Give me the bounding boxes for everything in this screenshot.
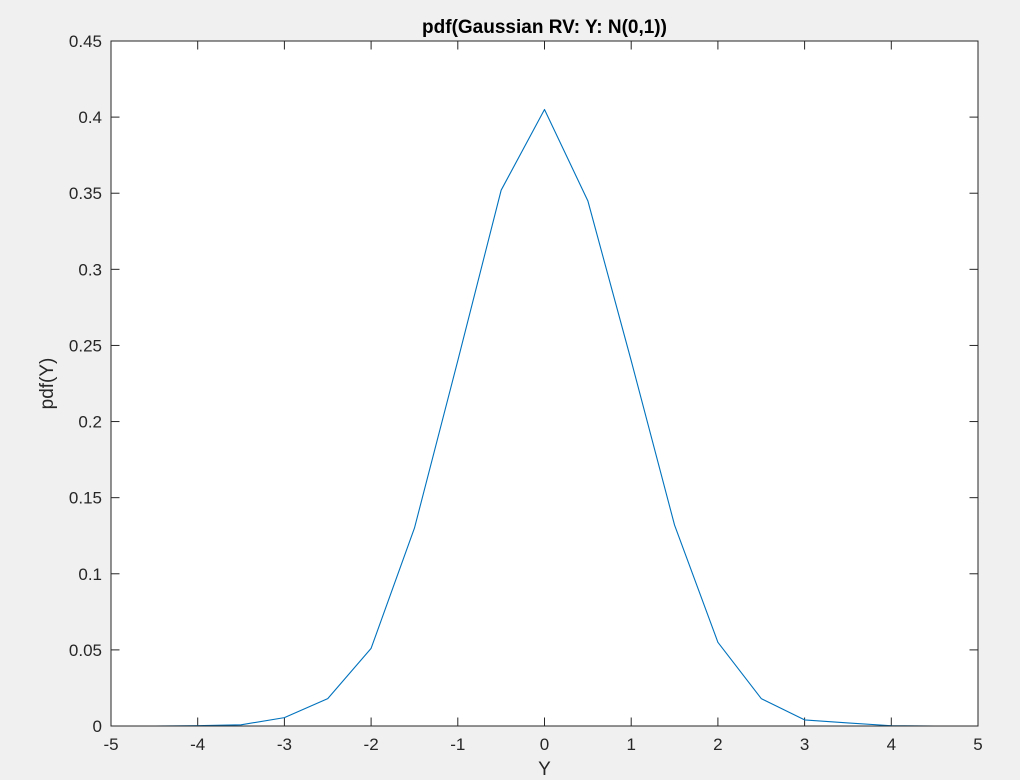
y-tick-label: 0.35 (69, 184, 102, 203)
y-tick-label: 0.15 (69, 489, 102, 508)
x-tick-label: 5 (973, 735, 982, 754)
chart-title: pdf(Gaussian RV: Y: N(0,1)) (422, 17, 667, 38)
x-tick-label: -4 (190, 735, 205, 754)
x-tick-labels: -5 -4 -3 -2 -1 0 1 2 3 4 5 (103, 735, 982, 754)
x-tick-label: 3 (800, 735, 809, 754)
y-tick-label: 0.25 (69, 336, 102, 355)
y-tick-label: 0.05 (69, 641, 102, 660)
x-tick-label: -2 (364, 735, 379, 754)
y-tick-label: 0.2 (78, 413, 102, 432)
y-tick-label: 0.1 (78, 565, 102, 584)
x-tick-label: 0 (540, 735, 549, 754)
series-layer (111, 108, 978, 727)
y-tick-label: 0.4 (78, 108, 102, 127)
x-axis-label: Y (538, 759, 551, 780)
y-tick-label: 0.3 (78, 260, 102, 279)
x-tick-label: -5 (103, 735, 118, 754)
plot-area (111, 41, 978, 726)
x-tick-label: 2 (713, 735, 722, 754)
x-tick-label: 1 (626, 735, 635, 754)
y-tick-labels: 0 0.05 0.1 0.15 0.2 0.25 0.3 0.35 0.4 0.45 (69, 32, 102, 736)
x-tick-label: -1 (450, 735, 465, 754)
axes-box (110, 40, 979, 727)
y-tick-label: 0 (93, 717, 102, 736)
y-tick-label: 0.45 (69, 32, 102, 51)
y-axis-label: pdf(Y) (37, 358, 58, 410)
series-line (111, 108, 978, 727)
x-tick-label: -3 (277, 735, 292, 754)
x-tick-label: 4 (887, 735, 896, 754)
